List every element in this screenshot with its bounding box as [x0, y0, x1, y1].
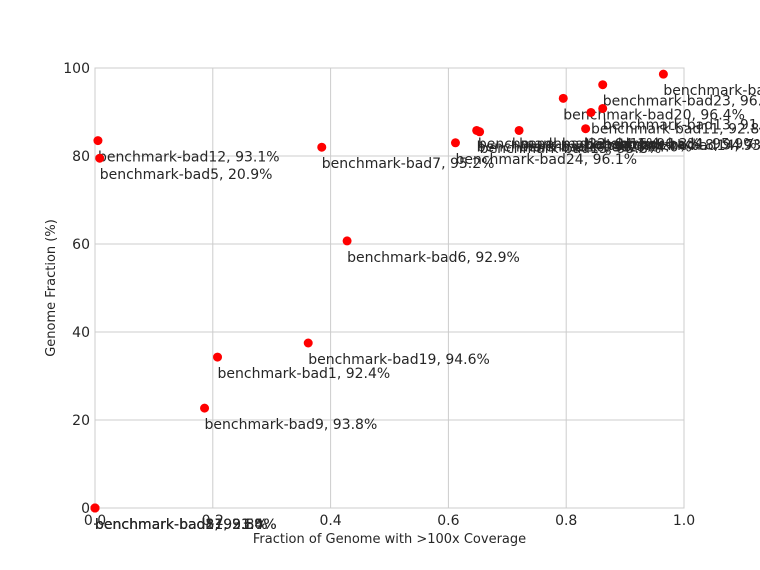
data-point: [658, 69, 668, 79]
point-label: benchmark-bad17, 91.4%: [95, 517, 277, 533]
point-label: benchmark-bad22, 94.1%: [478, 137, 660, 153]
point-label: benchmark-bad19, 94.6%: [308, 352, 490, 368]
y-tick-label: 60: [72, 237, 90, 253]
data-point: [581, 124, 591, 134]
x-tick-label: 0.8: [555, 513, 577, 529]
x-tick-label: 0.6: [437, 513, 459, 529]
data-point: [342, 236, 352, 246]
point-label: benchmark-bad9, 93.8%: [205, 417, 378, 433]
point-label: benchmark-bad21, 93.0%: [95, 517, 277, 533]
y-tick-label: 100: [63, 61, 90, 77]
data-point: [475, 127, 485, 137]
data-points: [90, 69, 668, 513]
point-label: benchmark-bad7, 95.2%: [322, 156, 495, 172]
x-tick-label: 0.4: [319, 513, 341, 529]
data-point: [317, 142, 327, 152]
point-label: benchmark-ba: [663, 83, 760, 99]
data-point: [95, 153, 105, 163]
point-label: benchmark-bad10, 93.6%: [477, 139, 659, 155]
x-tick-label: 1.0: [673, 513, 695, 529]
point-label: benchmark-bad3, 93.5%: [95, 517, 268, 533]
data-point: [598, 103, 608, 113]
point-label: benchmark-bad14, 93.8%: [606, 138, 760, 154]
point-label: benchmark-bad16, 96.3%: [519, 137, 701, 153]
point-label: benchmark-bad13, 91.4: [603, 117, 760, 133]
point-label: benchmark-bad8, 92.8%: [95, 517, 268, 533]
point-label: benchmark-bad20, 96.4%: [563, 107, 745, 123]
point-label: benchmark-bad2, 94.0%: [519, 139, 692, 155]
x-tick-label: 0.0: [84, 513, 106, 529]
point-label: benchmark-bad12, 93.1%: [98, 150, 280, 166]
data-point: [200, 403, 210, 413]
x-tick-label: 0.2: [202, 513, 224, 529]
x-axis-ticks: 0.0 0.2 0.4 0.6 0.8 1.0: [84, 513, 695, 529]
y-tick-label: 40: [72, 325, 90, 341]
data-point: [514, 125, 524, 135]
y-tick-label: 0: [81, 501, 90, 517]
data-point: [558, 93, 568, 103]
point-label: benchmark-bad11, 92.8%: [591, 121, 760, 137]
y-axis-label: Genome Fraction (%): [44, 219, 59, 357]
point-label: benchmark-bad6, 92.9%: [347, 250, 520, 266]
x-axis-label: Fraction of Genome with >100x Coverage: [253, 532, 526, 547]
plot-frame: [94, 67, 685, 509]
point-label: benchmark-bad1, 92.4%: [218, 366, 391, 382]
point-label: benchmark-bad4, 95.9%: [584, 137, 757, 153]
data-point: [598, 80, 608, 90]
point-label: benchmark-bad23, 96.: [603, 94, 760, 110]
data-point: [90, 503, 100, 513]
point-annotations: benchmark-bad3, 93.5%benchmark-bad8, 92.…: [95, 83, 760, 533]
data-point: [213, 352, 223, 362]
y-tick-label: 20: [72, 413, 90, 429]
y-axis-ticks: 0 20 40 60 80 100: [63, 61, 90, 517]
point-label: benchmark-bad18, 94.7%: [586, 138, 760, 154]
data-point: [586, 107, 596, 117]
point-label: benchmark-bad24, 96.1%: [455, 152, 637, 168]
data-point: [303, 338, 313, 348]
data-point: [93, 136, 103, 146]
y-tick-label: 80: [72, 149, 90, 165]
data-point: [450, 138, 460, 148]
point-label: benchmark-bad5, 20.9%: [100, 167, 273, 183]
point-label: benchmark-bad15, 95.8%: [480, 141, 662, 157]
